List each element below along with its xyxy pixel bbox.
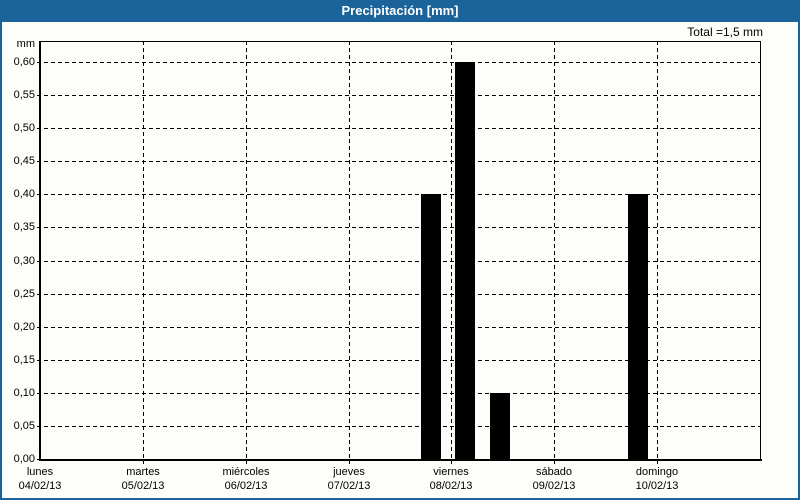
h-gridline: [37, 95, 760, 96]
x-axis-tick: [657, 461, 658, 464]
x-axis-line: [39, 459, 762, 461]
precip-bar: [628, 194, 648, 459]
y-tick-label: 0,15: [13, 354, 35, 366]
x-axis-tick: [143, 461, 144, 464]
date-label: 08/02/13: [429, 480, 473, 492]
h-gridline: [37, 327, 760, 328]
precip-bar: [490, 393, 510, 459]
v-gridline: [451, 41, 452, 459]
date-label: 09/02/13: [532, 480, 576, 492]
y-axis-unit-label: mm: [16, 38, 35, 50]
x-axis-tick: [349, 461, 350, 464]
x-axis-tick: [554, 461, 555, 464]
y-tick-label: 0,55: [13, 89, 35, 101]
precip-bar: [455, 62, 475, 459]
day-label: viernes: [433, 466, 469, 478]
date-label: 05/02/13: [121, 480, 165, 492]
date-label: 07/02/13: [327, 480, 371, 492]
h-gridline: [37, 227, 760, 228]
h-gridline: [37, 128, 760, 129]
chart-title: Precipitación [mm]: [341, 3, 459, 18]
plot-border-top: [40, 41, 760, 42]
h-gridline: [37, 62, 760, 63]
day-label: miércoles: [222, 466, 270, 478]
y-tick-label: 0,50: [13, 122, 35, 134]
x-axis-tick: [246, 461, 247, 464]
y-tick-label: 0,30: [13, 255, 35, 267]
y-tick-label: 0,25: [13, 288, 35, 300]
date-label: 06/02/13: [224, 480, 268, 492]
y-tick-label: 0,20: [13, 321, 35, 333]
v-gridline: [349, 41, 350, 459]
plot-border-right: [760, 41, 761, 459]
h-gridline: [37, 393, 760, 394]
y-tick-label: 0,10: [13, 387, 35, 399]
date-label: 10/02/13: [635, 480, 679, 492]
h-gridline: [37, 294, 760, 295]
day-label: jueves: [333, 466, 365, 478]
x-axis-tick: [451, 461, 452, 464]
day-label: martes: [126, 466, 160, 478]
y-tick-label: 0,05: [13, 420, 35, 432]
day-label: lunes: [26, 466, 54, 478]
day-label: sábado: [535, 466, 573, 478]
y-tick-label: 0,40: [13, 188, 35, 200]
h-gridline: [37, 161, 760, 162]
h-gridline: [37, 261, 760, 262]
precip-bar: [421, 194, 441, 459]
y-tick-label: 0,45: [13, 155, 35, 167]
h-gridline: [37, 360, 760, 361]
y-tick-label: 0,60: [13, 56, 35, 68]
y-tick-label: 0,00: [13, 453, 35, 465]
y-tick-label: 0,35: [13, 221, 35, 233]
v-gridline: [143, 41, 144, 459]
h-gridline: [37, 194, 760, 195]
v-gridline: [246, 41, 247, 459]
h-gridline: [37, 426, 760, 427]
total-label: Total =1,5 mm: [687, 25, 763, 39]
v-gridline: [554, 41, 555, 459]
day-label: domingo: [635, 466, 679, 478]
chart-title-bar: Precipitación [mm]: [0, 0, 800, 22]
v-gridline: [657, 41, 658, 459]
date-label: 04/02/13: [18, 480, 62, 492]
zero-tick-mark: [37, 459, 40, 460]
y-axis-line: [39, 41, 41, 461]
